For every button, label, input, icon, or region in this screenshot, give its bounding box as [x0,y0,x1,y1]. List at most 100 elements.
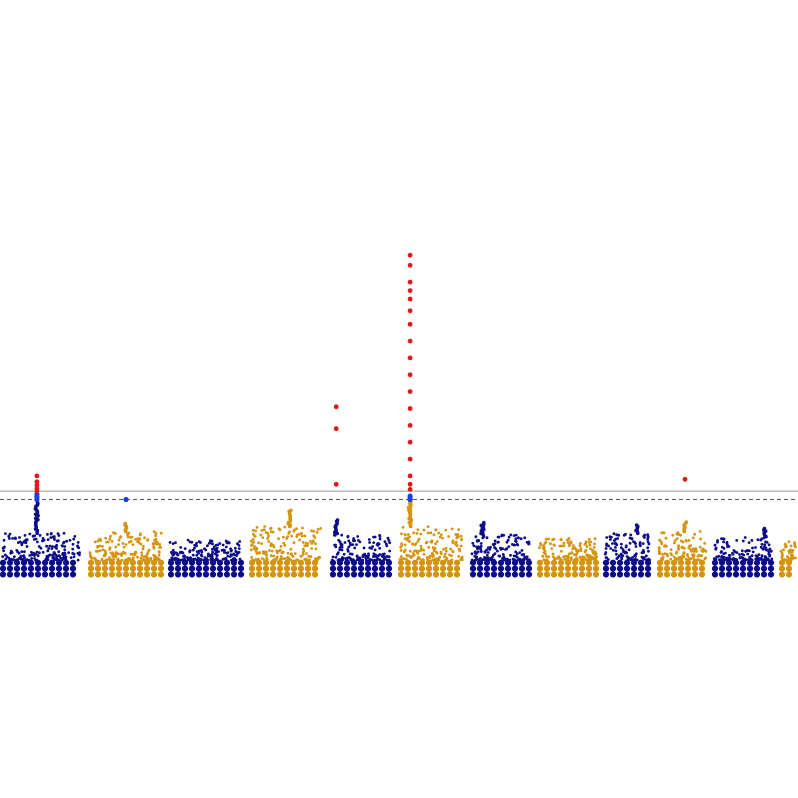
snp-point [283,565,291,572]
snp-point [688,544,691,548]
snp-point [442,548,445,551]
snp-point [689,557,693,561]
snp-point [518,559,526,566]
snp-point [552,537,556,541]
significant-hit-point [407,473,413,479]
snp-point [525,571,533,578]
snp-point [564,565,572,572]
snp-point [138,537,142,541]
snp-point [421,558,425,562]
snp-point [208,553,212,557]
snp-point [290,534,294,538]
snp-point [206,558,209,562]
snp-point [237,571,245,578]
snp-point [585,565,593,572]
suggestive-hit-point [123,496,129,503]
snp-point [501,553,505,556]
snp-point [76,541,80,544]
snp-point [512,534,516,537]
snp-point [425,556,429,559]
snp-point [426,525,430,528]
snp-point [406,536,409,540]
snp-point [299,554,303,558]
snp-point [677,565,685,572]
snp-point [304,565,312,572]
snp-point [401,525,405,529]
significant-hit-point [333,404,339,410]
snp-point [419,544,423,548]
snp-point [262,565,270,572]
snp-point [150,571,158,578]
snp-point [490,559,498,566]
snp-point [760,565,768,572]
snp-point [69,565,77,572]
snp-point [290,565,298,572]
snp-point [51,545,54,548]
snp-point [364,571,372,578]
snp-point [696,558,699,562]
snp-point [23,539,26,543]
significant-hit-point [407,406,413,411]
snp-point [402,550,406,554]
snp-point [443,552,447,556]
snp-point [543,559,551,566]
snp-point [262,571,270,578]
snp-point [223,559,231,566]
snp-point [623,571,631,578]
snp-point [411,552,415,555]
snp-point [471,541,475,545]
snp-point [297,565,305,572]
snp-point [236,551,240,555]
snp-point [432,546,435,550]
snp-point [411,542,415,546]
snp-point [673,541,676,545]
snp-point [38,534,42,537]
snp-point [416,539,420,543]
snp-point [779,549,783,553]
snp-point [254,549,258,553]
snp-point [637,559,645,566]
snp-point [351,543,355,546]
snp-point [137,541,141,544]
snp-point [41,571,49,578]
snp-point [691,536,695,540]
snp-point [680,539,683,543]
snp-point [216,558,220,562]
snp-point [77,546,81,550]
snp-point [55,571,63,578]
snp-point [482,520,486,525]
snp-point [174,571,182,578]
snp-point [183,547,187,550]
snp-point [124,558,127,562]
snp-point [504,565,512,572]
snp-point [602,559,610,566]
snp-point [621,548,625,552]
chromosome-5-points [329,404,393,578]
snp-point [362,554,366,557]
snp-point [57,534,61,537]
snp-point [615,552,618,556]
snp-point [120,554,123,557]
snp-point [253,545,256,548]
snp-point [130,535,134,539]
snp-point [188,565,196,572]
snp-point [680,545,684,549]
snp-point [430,551,434,555]
snp-point [398,557,402,561]
snp-point [49,532,53,536]
snp-point [116,557,120,561]
snp-point [725,540,729,544]
snp-point [501,547,504,551]
snp-point [94,559,102,566]
snp-point [352,537,355,540]
snp-point [742,553,746,557]
snp-point [35,558,39,562]
snp-point [747,541,751,544]
snp-point [202,558,206,562]
snp-point [458,549,462,553]
snp-point [404,571,412,578]
snp-point [527,558,531,562]
snp-point [602,571,610,578]
snp-point [670,571,678,578]
